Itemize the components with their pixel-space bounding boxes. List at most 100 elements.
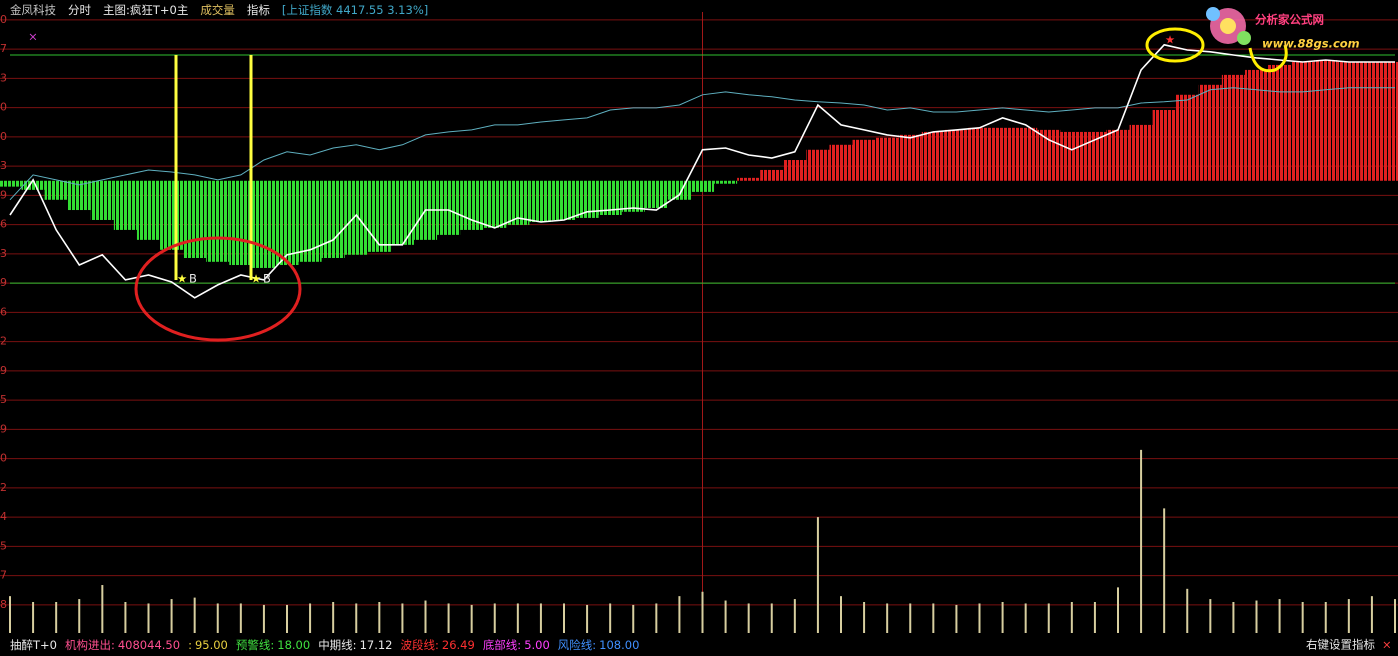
y-tick-label: 9 — [0, 364, 7, 377]
histogram-bar — [367, 180, 391, 252]
y-tick-label: 4 — [0, 510, 7, 523]
histogram-bar — [806, 149, 830, 181]
indicator-label: 底部线: — [483, 638, 521, 652]
histogram-bar — [0, 180, 22, 187]
header-item: 指标 — [247, 3, 270, 17]
header-item: 金凤科技 — [10, 3, 56, 17]
histogram-bar — [783, 160, 807, 181]
histogram-bar — [229, 180, 253, 266]
histogram-bar — [1152, 109, 1176, 181]
histogram-bar — [1383, 62, 1398, 181]
header-item: [上证指数 4417.55 3.13%] — [282, 3, 428, 17]
indicator-value: 18.00 — [277, 638, 310, 652]
histogram-bar — [667, 180, 691, 200]
y-tick-label: 3 — [0, 247, 7, 260]
histogram-bar — [183, 180, 207, 259]
histogram-bar — [760, 169, 784, 181]
histogram-bar — [506, 180, 530, 225]
y-tick-label: 5 — [0, 393, 7, 406]
signal-label: B — [189, 272, 197, 286]
histogram-bar — [252, 180, 276, 268]
indicator-label: : — [188, 638, 192, 652]
indicator-label: 波段线: — [401, 638, 439, 652]
histogram-bar — [44, 180, 68, 200]
histogram-bar — [737, 177, 761, 181]
histogram-bar — [21, 180, 45, 190]
indicator-label: 中期线: — [318, 638, 356, 652]
histogram-bar — [321, 180, 345, 259]
header-item: 分时 — [68, 3, 91, 17]
histogram-bar — [1106, 129, 1130, 181]
histogram-bar — [1337, 62, 1361, 181]
histogram-bar — [90, 180, 114, 220]
histogram-bar — [275, 180, 299, 266]
histogram-bar — [1360, 62, 1384, 181]
histogram-bar — [1083, 131, 1107, 181]
indicator-label: 风险线: — [558, 638, 596, 652]
histogram-bar — [1060, 131, 1084, 181]
histogram-bar — [921, 131, 945, 181]
y-tick-label: 9 — [0, 188, 7, 201]
histogram-bar — [852, 139, 876, 181]
indicator-value: 17.12 — [360, 638, 393, 652]
y-tick-label: 9 — [0, 422, 7, 435]
header-bar: 金凤科技 分时 主图:疯狂T+0主 成交量 指标 [上证指数 4417.55 3.13%] — [10, 3, 428, 17]
y-tick-label: 0 — [0, 101, 7, 114]
histogram-bar — [944, 129, 968, 181]
signal-star: ★ — [251, 272, 261, 286]
y-tick-label: 5 — [0, 539, 7, 552]
histogram-bar — [206, 180, 230, 262]
y-tick-label: 0 — [0, 13, 7, 26]
histogram-bar — [1268, 64, 1292, 181]
y-tick-label: 2 — [0, 481, 7, 494]
histogram-bar — [644, 180, 668, 208]
histogram-bar — [875, 137, 899, 181]
histogram-bar — [967, 127, 992, 181]
y-tick-label: 7 — [0, 569, 7, 582]
histogram-bar — [1014, 127, 1038, 181]
indicator-label: 预警线: — [236, 638, 274, 652]
histogram-bar — [1314, 59, 1338, 181]
histogram-bar — [898, 134, 922, 181]
histogram-bar — [483, 180, 507, 228]
histogram-bar — [991, 127, 1015, 181]
signal-label: B — [263, 272, 271, 286]
histogram-bar — [160, 180, 184, 250]
signal-star: ★ — [177, 272, 187, 286]
plot-area: 0 7 3 0 0 3 9 6 3 9 6 2 9 5 9 0 2 4 5 7 8 — [0, 12, 1398, 633]
close-button[interactable]: × — [1382, 638, 1392, 652]
settings-button[interactable]: 右键设置指标 — [1306, 638, 1375, 652]
histogram-bar — [67, 180, 91, 211]
histogram-bar — [714, 180, 738, 184]
histogram-bar — [598, 180, 622, 216]
histogram-bar — [552, 180, 576, 220]
histogram-bar — [690, 180, 715, 192]
indicator-value: 26.49 — [442, 638, 475, 652]
logo: 分析家公式网 www.88gs.com — [1206, 7, 1360, 51]
footer-bar: 抽醉T+0 机构进出: 408044.50:95.00 预警线: 18.00 中期线: 17… — [10, 638, 639, 652]
histogram-bar — [1221, 74, 1245, 181]
highlight-circle — [134, 236, 302, 342]
series-line — [9, 43, 1395, 299]
histogram-bar — [829, 144, 853, 181]
logo-title: 分析家公式网 — [1255, 13, 1324, 27]
histogram-bar — [1244, 69, 1269, 181]
histogram-bar — [344, 180, 368, 255]
histogram-bar — [575, 180, 599, 218]
indicator-label: 机构进出: — [65, 638, 115, 652]
histogram-bar — [136, 180, 161, 240]
y-tick-label: 7 — [0, 42, 7, 55]
histogram-bar — [1291, 62, 1315, 181]
y-tick-label: 9 — [0, 276, 7, 289]
histogram-bar — [1129, 124, 1153, 181]
histogram-bar — [1037, 129, 1061, 181]
histogram-bar — [1175, 94, 1199, 181]
marker: × — [28, 30, 38, 44]
indicator-value: 5.00 — [524, 638, 550, 652]
histogram-bar — [621, 180, 645, 212]
y-tick-label: 0 — [0, 130, 7, 143]
histogram-bar — [437, 180, 461, 235]
y-tick-label: 3 — [0, 159, 7, 172]
y-tick-label: 6 — [0, 218, 7, 231]
